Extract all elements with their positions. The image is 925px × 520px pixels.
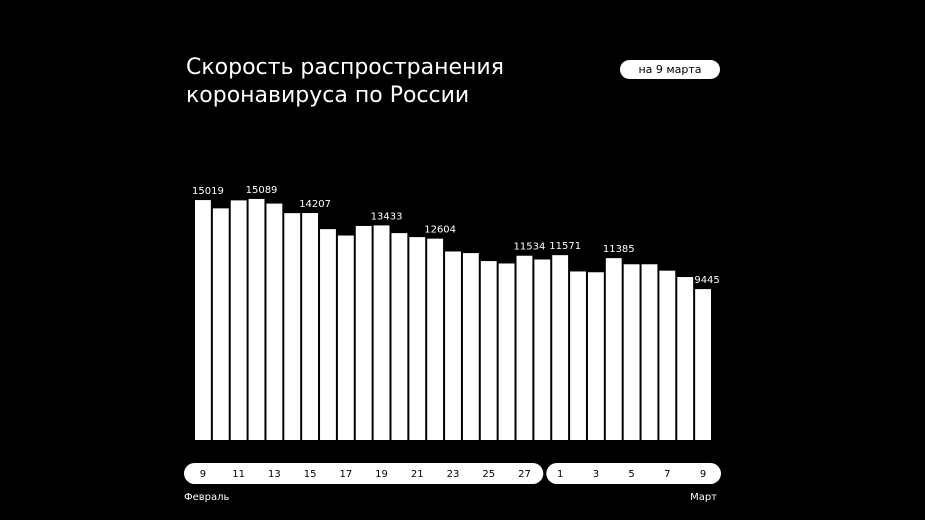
bar — [302, 213, 319, 440]
value-label: 12604 — [424, 225, 456, 236]
bar — [462, 253, 479, 440]
bar — [677, 277, 694, 440]
month-pill — [184, 463, 544, 484]
value-label: 9445 — [694, 275, 719, 286]
month-label: Март — [690, 492, 717, 503]
value-label: 15089 — [246, 185, 278, 196]
bar — [391, 233, 408, 440]
bar — [570, 271, 586, 440]
x-tick-label: 9 — [700, 469, 706, 480]
value-label: 13433 — [371, 211, 403, 222]
bar — [641, 264, 658, 440]
bar — [587, 272, 604, 440]
bar — [427, 238, 444, 440]
x-tick-label: 11 — [232, 469, 245, 480]
bar — [284, 213, 301, 440]
bar — [552, 255, 569, 440]
bar — [498, 263, 515, 440]
bar — [623, 264, 640, 440]
bar — [605, 258, 622, 440]
x-tick-label: 19 — [375, 469, 388, 480]
value-label: 11534 — [514, 242, 546, 253]
date-badge — [620, 60, 720, 79]
bar — [409, 237, 426, 440]
x-tick-label: 21 — [411, 469, 424, 480]
month-label: Февраль — [184, 492, 230, 503]
chart-title: Скорость распространения — [186, 55, 504, 80]
chart-title: коронавируса по России — [186, 83, 469, 108]
bar — [320, 229, 336, 440]
x-tick-label: 15 — [304, 469, 317, 480]
bar — [195, 200, 211, 440]
bar — [480, 261, 497, 440]
value-label: 15019 — [192, 186, 224, 197]
bar — [695, 289, 711, 440]
x-tick-label: 27 — [518, 469, 531, 480]
x-tick-label: 7 — [664, 469, 670, 480]
x-tick-label: 17 — [339, 469, 352, 480]
chart-subtitle: на 9 марта — [638, 63, 701, 76]
bar — [516, 255, 533, 440]
x-tick-label: 5 — [628, 469, 634, 480]
bar — [534, 259, 551, 440]
value-label: 14207 — [299, 199, 331, 210]
month-pill — [546, 463, 721, 484]
x-tick-label: 13 — [268, 469, 281, 480]
bar — [659, 270, 676, 440]
bar — [248, 198, 265, 440]
bar — [355, 225, 372, 440]
x-tick-label: 3 — [593, 469, 599, 480]
x-tick-label: 9 — [200, 469, 206, 480]
bar — [337, 235, 354, 440]
bar — [230, 200, 247, 440]
value-label: 11385 — [603, 244, 635, 255]
bar — [266, 203, 283, 440]
bar — [373, 225, 390, 440]
x-tick-label: 1 — [557, 469, 563, 480]
bar — [212, 208, 229, 440]
value-label: 11571 — [549, 241, 581, 252]
x-tick-label: 25 — [482, 469, 495, 480]
bar — [445, 251, 461, 440]
x-tick-label: 23 — [447, 469, 460, 480]
